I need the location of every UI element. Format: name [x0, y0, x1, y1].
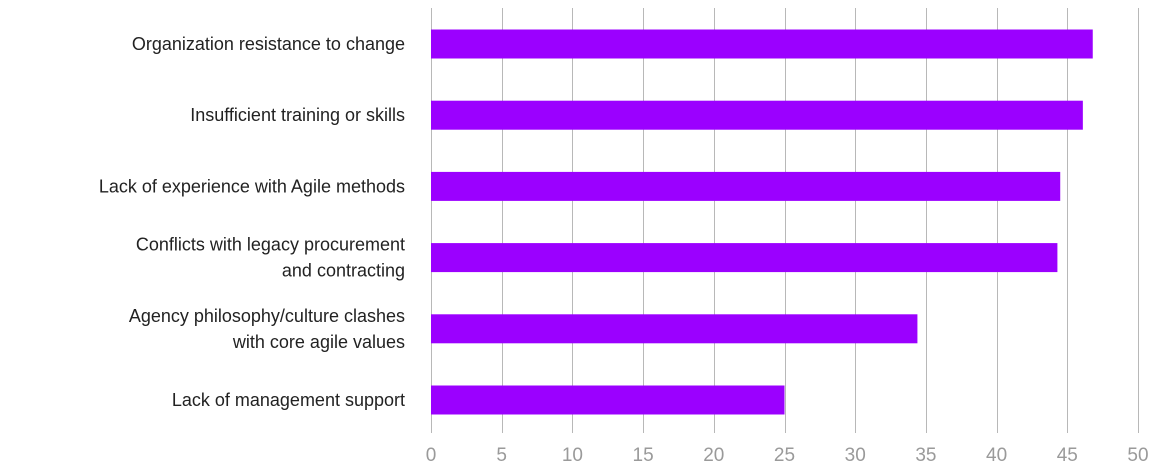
x-tick-label: 45: [1057, 445, 1078, 466]
bar: [431, 385, 785, 415]
bar: [431, 29, 1093, 59]
category-label: Conflicts with legacy procurement: [136, 235, 405, 255]
category-label: Agency philosophy/culture clashes: [129, 306, 405, 326]
category-label: Insufficient training or skills: [190, 105, 405, 125]
gridlines: [431, 8, 1139, 433]
x-tick-label: 5: [496, 445, 507, 466]
category-label: Organization resistance to change: [132, 34, 405, 54]
bar: [431, 100, 1083, 130]
x-tick-label: 15: [633, 445, 654, 466]
category-labels: Organization resistance to change Insuffi…: [99, 34, 405, 410]
bar: [431, 171, 1061, 201]
category-label: with core agile values: [232, 332, 405, 352]
x-axis-ticks: 0 5 10 15 20 25 30 35 40 45 50: [426, 445, 1149, 466]
x-tick-label: 35: [915, 445, 936, 466]
x-tick-label: 40: [986, 445, 1007, 466]
x-tick-label: 50: [1127, 445, 1148, 466]
x-tick-label: 20: [703, 445, 724, 466]
bar: [431, 243, 1058, 273]
x-tick-label: 30: [845, 445, 866, 466]
x-tick-label: 10: [562, 445, 583, 466]
bar: [431, 314, 918, 344]
bars: [431, 29, 1093, 415]
x-tick-label: 0: [426, 445, 437, 466]
x-tick-label: 25: [774, 445, 795, 466]
category-label: Lack of experience with Agile methods: [99, 176, 405, 196]
category-label: Lack of management support: [172, 390, 405, 410]
category-label: and contracting: [282, 261, 405, 281]
